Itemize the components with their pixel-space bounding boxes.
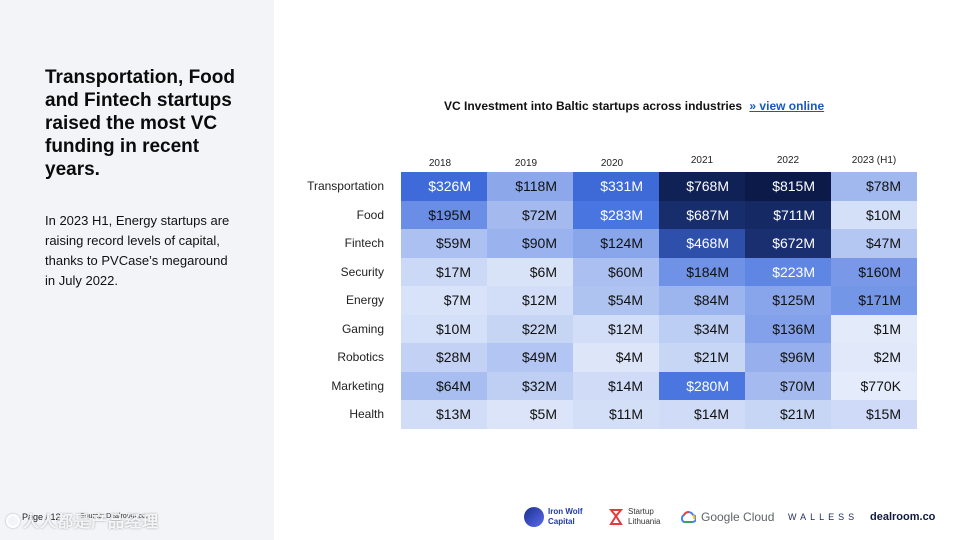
startup-lithuania-logo: Startup Lithuania: [608, 504, 660, 530]
iron-wolf-line1: Iron Wolf: [548, 507, 583, 516]
heatmap-cell: $21M: [745, 400, 831, 429]
dealroom-text: dealroom.co: [870, 511, 936, 523]
heatmap-cell: $60M: [573, 257, 659, 287]
row-label-food: Food: [356, 207, 384, 222]
heatmap-cell: $118M: [487, 172, 573, 201]
walless-text: WALLESS: [788, 512, 859, 522]
left-panel: Transportation, Food and Fintech startup…: [0, 0, 274, 540]
heatmap-cell: $13M: [401, 400, 487, 429]
heatmap-cell: $331M: [573, 172, 659, 201]
row-label-marketing: Marketing: [331, 378, 384, 393]
watermark-icon: [6, 514, 20, 528]
heatmap-cell: $10M: [831, 200, 917, 230]
page-number: Page / 12: [22, 512, 61, 522]
google-cloud-text: Google Cloud: [701, 510, 775, 524]
heatmap-cell: $84M: [659, 286, 745, 315]
row-label-gaming: Gaming: [341, 321, 384, 336]
heatmap-cell: $672M: [745, 229, 831, 258]
google-cloud-logo: Google Cloud: [680, 504, 774, 530]
row-label-health: Health: [349, 407, 384, 421]
heatmap-cell: $184M: [659, 257, 745, 287]
heatmap-cell: $2M: [831, 343, 917, 372]
heatmap-cell: $70M: [745, 371, 831, 401]
heatmap-cell: $7M: [401, 286, 487, 315]
heatmap-cell: $687M: [659, 200, 745, 230]
heatmap-cell: $326M: [401, 172, 487, 201]
headline: Transportation, Food and Fintech startup…: [45, 67, 235, 180]
heatmap-cell: $160M: [831, 257, 917, 287]
year-label-0: 2018: [428, 158, 452, 169]
heatmap-cell: $11M: [573, 400, 659, 429]
heatmap-cell: $125M: [745, 286, 831, 315]
heatmap-cell: $770K: [831, 371, 917, 401]
heatmap-cell: $4M: [573, 343, 659, 372]
heatmap-cell: $17M: [401, 257, 487, 287]
heatmap-cell: $90M: [487, 229, 573, 258]
year-label-5: 2023 (H1): [851, 155, 897, 166]
heatmap-cell: $6M: [487, 257, 573, 287]
heatmap-cell: $15M: [831, 400, 917, 429]
walless-logo: WALLESS: [788, 504, 858, 530]
heatmap-cell: $1M: [831, 314, 917, 344]
startup-lithuania-line2: Lithuania: [628, 517, 661, 526]
iron-wolf-icon: [524, 507, 544, 527]
heatmap-cell: $136M: [745, 314, 831, 344]
row-label-security: Security: [340, 264, 384, 279]
heatmap-cell: $59M: [401, 229, 487, 258]
partner-logos: Iron Wolf Capital Startup Lithuania Google…: [524, 504, 944, 530]
year-label-2: 2020: [600, 158, 624, 169]
heatmap-cell: $28M: [401, 343, 487, 372]
row-label-robotics: Robotics: [337, 350, 384, 364]
chart-title-bar: VC Investment into Baltic startups acros…: [444, 99, 824, 113]
row-label-transportation: Transportation: [307, 179, 384, 193]
heatmap-cell: $171M: [831, 286, 917, 315]
heatmap-cell: $5M: [487, 400, 573, 429]
dealroom-logo: dealroom.co: [870, 504, 935, 530]
heatmap-cell: $22M: [487, 314, 573, 344]
heatmap-cell: $54M: [573, 286, 659, 315]
heatmap-cell: $78M: [831, 172, 917, 201]
year-label-3: 2021: [690, 155, 714, 166]
iron-wolf-line2: Capital: [548, 517, 575, 526]
source-note: Source: Dealroom.co.: [80, 513, 148, 520]
watermark-text: 人人都是产品经理: [23, 514, 160, 531]
watermark: 人人都是产品经理: [6, 508, 159, 532]
row-label-fintech: Fintech: [344, 236, 384, 250]
google-cloud-icon: [680, 511, 696, 523]
heatmap-cell: $12M: [573, 314, 659, 344]
year-label-4: 2022: [776, 155, 800, 166]
heatmap-cell: $768M: [659, 172, 745, 201]
heatmap-cell: $195M: [401, 200, 487, 230]
heatmap-cell: $12M: [487, 286, 573, 315]
heatmap-cell: $49M: [487, 343, 573, 372]
startup-lithuania-line1: Startup: [628, 507, 654, 516]
startup-lithuania-icon: [608, 509, 624, 525]
body-text: In 2023 H1, Energy startups are raising …: [45, 213, 230, 288]
heatmap-cell: $64M: [401, 371, 487, 401]
row-label-energy: Energy: [345, 293, 384, 307]
heatmap-cell: $21M: [659, 343, 745, 372]
heatmap-cell: $468M: [659, 229, 745, 258]
heatmap-cell: $96M: [745, 343, 831, 372]
view-online-link[interactable]: » view online: [749, 99, 825, 113]
heatmap-cell: $14M: [659, 400, 745, 429]
year-label-1: 2019: [514, 158, 538, 169]
heatmap-cell: $283M: [573, 200, 659, 230]
heatmap-cell: $223M: [745, 257, 831, 287]
heatmap-cell: $711M: [745, 200, 831, 230]
chart-title: VC Investment into Baltic startups acros…: [444, 99, 743, 113]
heatmap-cell: $47M: [831, 229, 917, 258]
heatmap-cell: $124M: [573, 229, 659, 258]
iron-wolf-logo: Iron Wolf Capital: [524, 504, 583, 530]
heatmap-cell: $32M: [487, 371, 573, 401]
heatmap-cell: $280M: [659, 371, 745, 401]
heatmap-cell: $14M: [573, 371, 659, 401]
heatmap-cell: $10M: [401, 314, 487, 344]
heatmap-cell: $815M: [745, 172, 831, 201]
heatmap-cell: $72M: [487, 200, 573, 230]
heatmap-cell: $34M: [659, 314, 745, 344]
